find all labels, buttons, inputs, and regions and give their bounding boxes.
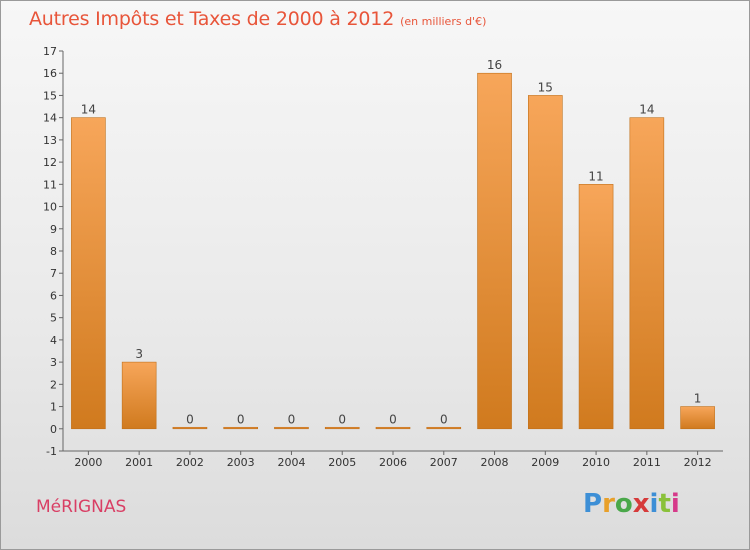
y-tick-label: -1 [46,445,57,458]
logo-letter: t [658,489,671,519]
bar-2006 [375,426,411,430]
data-label-2010: 11 [588,169,603,183]
y-tick-label: 11 [43,178,57,191]
data-label-2007: 0 [440,412,448,426]
y-tick-label: 1 [50,401,57,414]
logo-letter: i [649,489,659,519]
y-tick-label: 0 [50,423,57,436]
bar-2011 [629,117,665,430]
chart-title-text: Autres Impôts et Taxes de 2000 à 2012 [29,8,395,30]
data-label-2001: 3 [135,347,143,361]
bar-2010 [578,184,614,430]
y-tick-label: 3 [50,356,57,369]
logo-letter: x [632,489,650,519]
y-tick-label: 7 [50,267,57,280]
x-tick-label: 2008 [481,456,509,469]
data-label-2011: 14 [639,103,654,117]
y-tick-label: 2 [50,378,57,391]
y-tick-label: 12 [43,156,57,169]
chart-unit: (en milliers d'€) [400,15,487,28]
x-tick-label: 2004 [277,456,305,469]
commune-name: MéRIGNAS [36,497,127,517]
logo-letter: o [614,489,633,519]
bar-2000 [71,117,106,430]
chart-data-labels: 14 3 0 0 0 0 0 0 16 15 11 14 1 [81,58,702,426]
x-tick-label: 2012 [684,456,712,469]
logo-letter: i [670,489,680,519]
chart-title: Autres Impôts et Taxes de 2000 à 2012 (en… [29,8,486,30]
y-tick-label: 9 [50,223,57,236]
x-tick-label: 2005 [328,456,356,469]
data-label-2008: 16 [487,58,502,72]
logo-letter: P [583,489,603,519]
y-tick-label: 17 [43,45,57,58]
x-tick-label: 2001 [125,456,153,469]
data-label-2004: 0 [288,412,296,426]
data-label-2005: 0 [338,412,346,426]
bar-2008 [477,72,512,430]
logo-letter: r [602,489,615,519]
y-tick-label: 6 [50,289,57,302]
x-tick-label: 2009 [531,456,559,469]
bar-2001 [121,361,157,430]
data-label-2002: 0 [186,412,194,426]
bar-2005 [324,426,360,430]
y-tick-label: 15 [43,89,57,102]
data-label-2003: 0 [237,412,245,426]
bar-2004 [274,426,309,430]
x-tick-label: 2010 [582,456,610,469]
x-tick-label: 2003 [227,456,255,469]
data-label-2009: 15 [538,80,553,94]
bar-2003 [223,426,258,430]
y-tick-label: 4 [50,334,57,347]
bar-2009 [528,95,563,430]
x-tick-label: 2011 [633,456,661,469]
x-tick-label: 2006 [379,456,407,469]
y-tick-label: 13 [43,134,57,147]
data-label-2012: 1 [694,392,702,406]
y-tick-label: 14 [43,112,57,125]
x-tick-label: 2000 [74,456,102,469]
proxiti-logo: Proxiti [583,489,680,519]
chart-bars [71,72,715,430]
bar-2002 [172,426,208,430]
bar-2012 [680,406,715,430]
y-tick-label: 10 [43,201,57,214]
y-tick-label: 16 [43,67,57,80]
bar-2007 [426,426,462,430]
data-label-2006: 0 [389,412,397,426]
y-tick-label: 5 [50,312,57,325]
y-tick-label: 8 [50,245,57,258]
data-label-2000: 14 [81,103,96,117]
x-tick-label: 2007 [430,456,458,469]
x-tick-label: 2002 [176,456,204,469]
